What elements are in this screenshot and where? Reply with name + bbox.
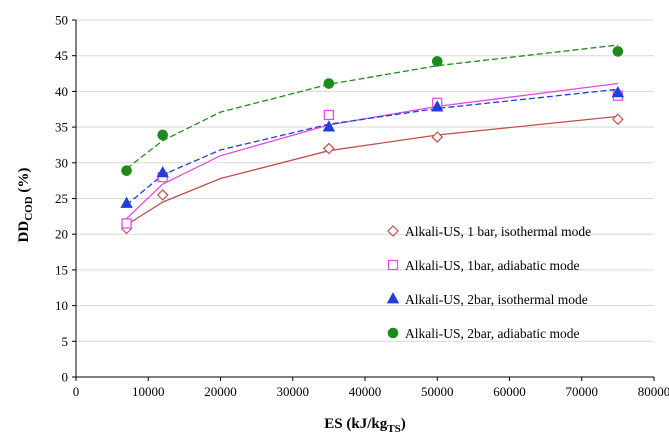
data-point-series-1 — [612, 113, 624, 126]
data-point-series-3 — [611, 85, 625, 98]
x-tick-label: 80000 — [638, 384, 669, 399]
y-axis-title-end: (%) — [16, 168, 32, 197]
data-point-series-1 — [431, 131, 444, 143]
legend-entry-label: Alkali-US, 1 bar, isothermal mode — [405, 224, 591, 239]
legend-entry-label: Alkali-US, 1bar, adiabatic mode — [405, 258, 580, 273]
y-tick-label: 30 — [55, 155, 68, 170]
y-tick-label: 15 — [55, 262, 68, 277]
data-point-series-4 — [323, 78, 335, 89]
legend-entry-label: Alkali-US, 2bar, isothermal mode — [405, 292, 588, 307]
trend-line-series-3 — [126, 88, 618, 206]
data-point-series-4 — [121, 165, 132, 176]
y-tick-label: 5 — [62, 334, 69, 349]
y-tick-label: 35 — [55, 120, 68, 135]
x-axis-title-end: ) — [401, 416, 406, 432]
y-tick-label: 45 — [55, 48, 68, 63]
legend: Alkali-US, 1 bar, isothermal mode Alkali-… — [386, 224, 591, 341]
y-axis-title: DDCOD (%) — [16, 168, 35, 243]
x-tick-label: 0 — [73, 384, 80, 399]
x-tick-label: 50000 — [421, 384, 454, 399]
data-points — [120, 46, 625, 235]
legend-marker — [387, 327, 399, 339]
legend-entry-label: Alkali-US, 2bar, adiabatic mode — [405, 326, 580, 341]
x-tick-label: 60000 — [493, 384, 526, 399]
y-tick-label: 10 — [55, 298, 68, 313]
data-point-series-1 — [323, 142, 335, 155]
trend-line-series-1 — [126, 115, 618, 226]
y-tick-label: 0 — [62, 370, 69, 385]
x-tick-label: 20000 — [204, 384, 237, 399]
data-point-series-3 — [431, 100, 444, 112]
y-axis-title-main: DD — [16, 221, 32, 243]
y-tick-label: 20 — [55, 227, 68, 242]
data-point-series-2 — [323, 109, 335, 121]
data-point-series-4 — [612, 46, 624, 57]
y-tick-label: 50 — [55, 13, 68, 28]
trend-line-series-4 — [126, 44, 618, 170]
x-axis-title-main: ES (kJ/kg — [324, 416, 387, 432]
data-point-series-3 — [322, 120, 336, 132]
x-tick-label: 70000 — [566, 384, 599, 399]
trend-line-series-2 — [126, 82, 618, 219]
y-tick-label: 25 — [55, 191, 68, 206]
y-axis-title-sub: COD — [23, 196, 35, 221]
trend-lines — [126, 44, 618, 226]
data-point-series-1 — [156, 189, 169, 201]
data-point-series-4 — [431, 56, 443, 67]
data-point-series-3 — [120, 196, 133, 208]
data-point-series-4 — [157, 129, 168, 141]
x-axis-title: ES (kJ/kgTS) — [324, 416, 405, 435]
x-tick-label: 40000 — [349, 384, 382, 399]
x-axis-title-sub: TS — [387, 423, 400, 435]
x-tick-labels: 0 10000 20000 30000 40000 50000 60000 70000 8000… — [73, 377, 669, 399]
x-tick-label: 30000 — [277, 384, 310, 399]
grid-lines — [76, 19, 654, 342]
y-tick-label: 40 — [55, 84, 68, 99]
data-point-series-2 — [121, 218, 132, 229]
legend-marker — [386, 292, 400, 304]
x-tick-label: 10000 — [132, 384, 165, 399]
legend-marker — [387, 225, 399, 237]
y-tick-labels: 0 5 10 15 20 25 30 35 40 45 50 — [55, 13, 76, 385]
legend-marker — [387, 259, 399, 271]
data-point-series-3 — [156, 165, 169, 178]
